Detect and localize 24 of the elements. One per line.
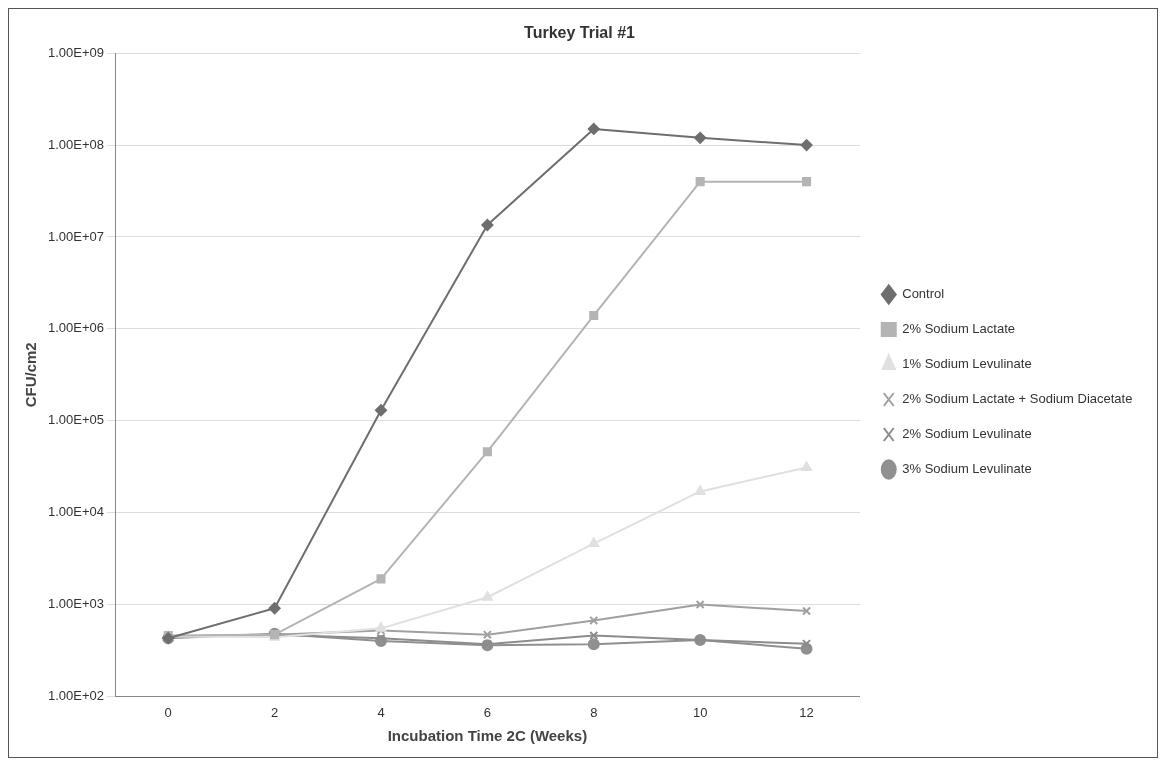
y-tick-label: 1.00E+04 <box>47 504 105 520</box>
legend-label: 1% Sodium Levulinate <box>902 356 1032 372</box>
legend-label: Control <box>902 286 945 302</box>
y-axis-title: CFU/cm2 <box>22 342 40 408</box>
y-tick-label: 1.00E+03 <box>47 596 105 612</box>
x-tick-label: 12 <box>799 704 814 720</box>
x-tick-label: 2 <box>270 704 279 720</box>
x-tick-label: 6 <box>483 704 491 720</box>
legend-label: 3% Sodium Levulinate <box>902 461 1032 477</box>
chart-title: Turkey Trial #1 <box>524 24 636 42</box>
legend-label: 2% Sodium Lactate + Sodium Diacetate <box>902 391 1133 407</box>
y-tick-label: 1.00E+07 <box>47 228 105 244</box>
x-tick-label: 10 <box>692 704 708 720</box>
legend-label: 2% Sodium Levulinate <box>902 426 1032 442</box>
y-tick-label: 1.00E+06 <box>47 320 105 336</box>
y-tick-label: 1.00E+02 <box>47 687 105 703</box>
x-tick-label: 8 <box>590 704 598 720</box>
y-tick-label: 1.00E+08 <box>47 136 105 152</box>
y-tick-label: 1.00E+05 <box>47 412 105 428</box>
x-tick-label: 4 <box>377 704 385 720</box>
legend-label: 2% Sodium Lactate <box>902 321 1015 337</box>
x-tick-label: 0 <box>164 704 172 720</box>
x-axis-title: Incubation Time 2C (Weeks) <box>387 727 588 745</box>
y-tick-label: 1.00E+09 <box>47 44 105 60</box>
